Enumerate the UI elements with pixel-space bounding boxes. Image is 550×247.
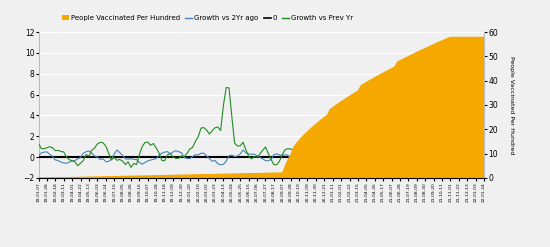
Y-axis label: People Vaccinated Per Hundred: People Vaccinated Per Hundred — [509, 56, 514, 154]
Legend: People Vaccinated Per Hundred, Growth vs 2Yr ago, 0, Growth vs Prev Yr: People Vaccinated Per Hundred, Growth vs… — [59, 12, 356, 24]
